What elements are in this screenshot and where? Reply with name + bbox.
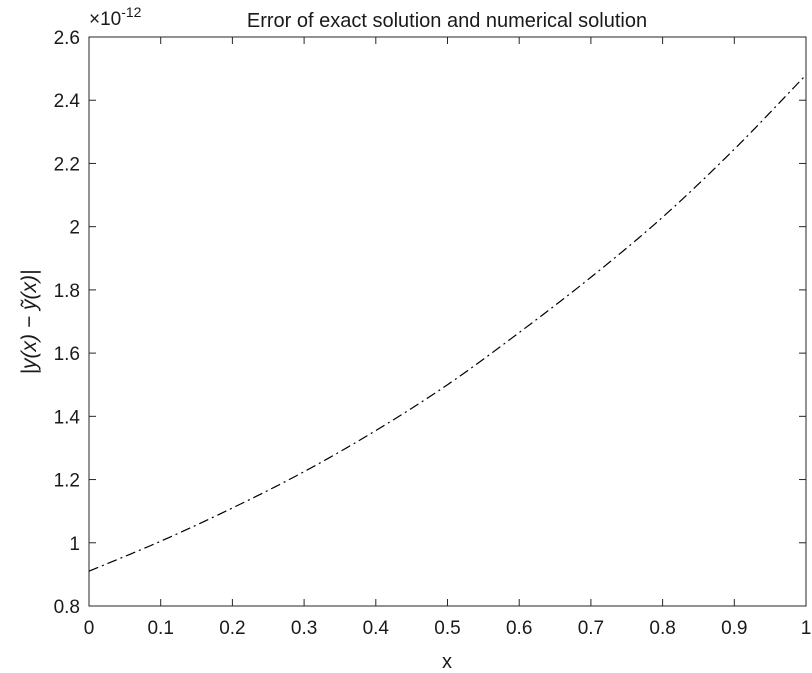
y-tick-label: 1: [69, 534, 80, 555]
y-exponent-label: ×10-12: [89, 4, 142, 30]
y-tick-label: 0.8: [54, 597, 80, 618]
series-line: [88, 74, 807, 572]
x-tick-label: 0.9: [721, 618, 747, 639]
y-axis-label: |y(x) − ỹ(x)|: [18, 270, 41, 375]
y-tick-label: 2.2: [54, 154, 80, 175]
y-tick-label: 2.4: [54, 91, 81, 112]
y-exponent-base: ×10: [89, 9, 121, 30]
x-tick-label: 0.5: [434, 618, 460, 639]
x-tick-label: 0.3: [291, 618, 317, 639]
y-exponent-power: -12: [121, 4, 141, 20]
y-tick-label: 2.6: [54, 28, 80, 49]
x-tick-label: 0.7: [578, 618, 604, 639]
plot-area: [88, 36, 807, 607]
x-axis-label: x: [442, 651, 452, 673]
x-tick-label: 0.6: [506, 618, 532, 639]
x-tick-label: 0.4: [363, 618, 390, 639]
y-tick-label: 1.6: [54, 344, 80, 365]
chart-title: Error of exact solution and numerical so…: [247, 10, 647, 32]
y-tick-label: 1.2: [54, 471, 80, 492]
x-axis-ticks: 0 0.1 0.2 0.3 0.4 0.5 0.6 0.7 0.8 0.9 1: [84, 37, 812, 639]
x-tick-label: 0: [84, 618, 95, 639]
x-tick-label: 0.2: [219, 618, 245, 639]
y-tick-label: 1.8: [54, 281, 80, 302]
y-tick-label: 1.4: [54, 407, 81, 428]
x-tick-label: 0.1: [147, 618, 173, 639]
series-layer: [88, 74, 807, 572]
y-axis-ticks: 0.8 1 1.2 1.4 1.6 1.8 2 2.2 2.4 2.6: [54, 28, 806, 618]
x-tick-label: 1: [801, 618, 812, 639]
x-tick-label: 0.8: [649, 618, 675, 639]
y-tick-label: 2: [69, 218, 80, 239]
